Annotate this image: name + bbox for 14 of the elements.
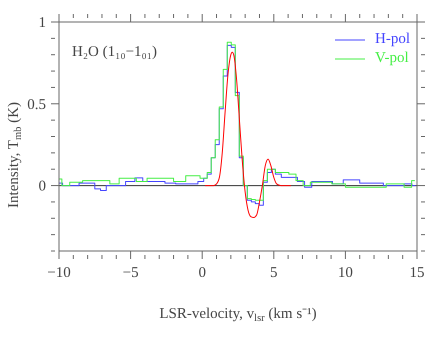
annotation: H₂O (1₁₀−1₀₁) (72, 44, 158, 60)
x-tick-label: 5 (270, 265, 278, 281)
x-tick-label: 10 (338, 265, 353, 281)
y-tick-label: 0.5 (27, 96, 46, 113)
x-tick-label: 15 (410, 265, 424, 281)
legend-label: V-pol (375, 50, 409, 67)
line-series (204, 52, 292, 218)
x-tick-label: 0 (198, 265, 206, 281)
x-tick-label: −10 (47, 265, 71, 281)
x-axis-title: LSR-velocity, v$_{lsr}$ (km s⁻¹) (159, 306, 317, 324)
y-tick-label: 1 (38, 15, 46, 31)
legend-label: H-pol (375, 31, 410, 48)
x-tick-label: −5 (122, 265, 139, 281)
y-tick-label: 0 (38, 178, 46, 195)
